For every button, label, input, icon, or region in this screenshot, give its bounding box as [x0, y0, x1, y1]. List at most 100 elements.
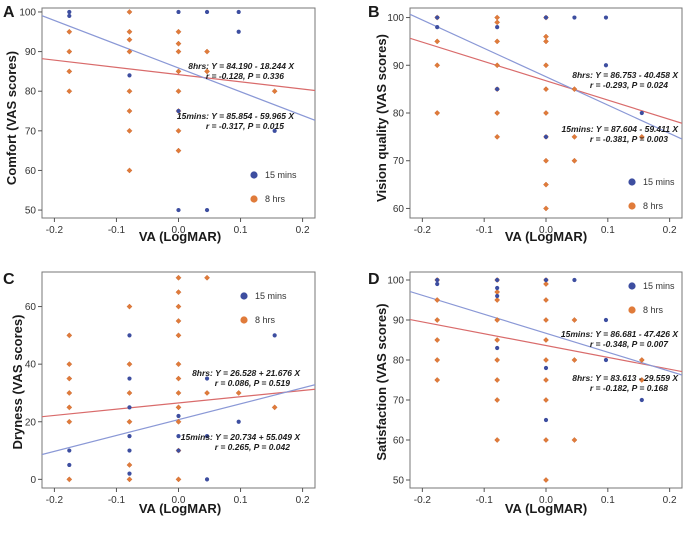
data-point-8hr — [175, 68, 182, 75]
data-point-8hr — [271, 404, 278, 411]
data-point-15min — [176, 9, 181, 15]
y-tick-label: 90 — [25, 47, 37, 58]
data-point-8hr — [126, 127, 133, 134]
data-point-15min — [272, 128, 277, 133]
data-point-15min — [639, 110, 644, 116]
data-point-8hr — [638, 377, 645, 383]
data-point-15min — [543, 134, 549, 139]
legend-marker-8hr — [628, 306, 636, 314]
x-tick-label: -0.1 — [476, 225, 494, 236]
data-point-8hr — [66, 375, 73, 382]
data-point-8hr — [175, 88, 182, 95]
data-point-8hr — [571, 357, 578, 363]
data-point-8hr — [175, 289, 182, 296]
y-tick-label: 100 — [19, 7, 36, 18]
data-point-15min — [639, 397, 644, 403]
data-point-15min — [495, 285, 500, 291]
fit-line-15min — [42, 15, 315, 121]
data-point-15min — [176, 413, 181, 419]
data-point-8hr — [204, 68, 210, 75]
data-point-8hr — [66, 88, 73, 95]
legend-label-15min: 15 mins — [265, 170, 297, 180]
x-tick-label: -0.2 — [46, 495, 64, 506]
panel-letter: C — [3, 271, 15, 288]
data-point-15min — [176, 434, 181, 439]
data-point-15min — [603, 357, 609, 363]
data-point-15min — [543, 417, 549, 423]
y-tick-label: 60 — [393, 436, 405, 447]
legend-label-8hr: 8 hrs — [643, 201, 664, 211]
x-tick-label: 0.0 — [172, 225, 186, 236]
data-point-15min — [67, 9, 72, 15]
data-point-8hr — [494, 38, 501, 45]
data-point-15min — [127, 448, 132, 453]
data-point-8hr — [175, 318, 182, 324]
data-point-8hr — [175, 332, 182, 339]
x-tick-label: 0.2 — [296, 225, 310, 236]
y-axis-label: Vision quality (VAS scores) — [374, 34, 389, 202]
legend-marker-15min — [628, 178, 636, 186]
y-axis-label: Dryness (VAS scores) — [10, 315, 25, 450]
data-point-8hr — [66, 68, 73, 75]
fit-stats-8hr: r = -0.182, P = 0.168 — [590, 383, 668, 393]
x-tick-label: 0.0 — [539, 225, 553, 236]
data-point-8hr — [494, 297, 501, 303]
x-tick-label: 0.0 — [539, 495, 553, 506]
data-point-15min — [127, 434, 132, 439]
legend-marker-15min — [628, 282, 636, 290]
x-tick-label: 0.1 — [601, 225, 615, 236]
data-point-8hr — [571, 437, 578, 443]
data-point-8hr — [126, 28, 133, 35]
y-tick-label: 70 — [393, 156, 405, 167]
y-tick-label: 90 — [393, 316, 405, 327]
data-point-15min — [495, 87, 500, 92]
y-tick-label: 80 — [393, 109, 405, 120]
data-point-15min — [127, 471, 132, 476]
data-point-8hr — [271, 88, 278, 95]
x-tick-label: -0.2 — [414, 495, 432, 506]
legend: 15 mins 8 hrs — [250, 170, 297, 204]
data-point-8hr — [494, 337, 501, 343]
data-point-8hr — [494, 437, 501, 443]
data-point-8hr — [638, 133, 645, 140]
data-point-8hr — [571, 157, 578, 164]
legend-marker-8hr — [240, 316, 248, 324]
data-point-8hr — [204, 48, 210, 55]
data-point-8hr — [126, 462, 133, 468]
data-point-15min — [543, 365, 549, 371]
x-tick-label: 0.0 — [172, 495, 186, 506]
fit-equation-15min: 15mins: Y = 20.734 + 55.049 X — [181, 432, 302, 442]
data-point-15min — [176, 108, 181, 114]
fit-stats-15min: r = -0.348, P = 0.007 — [590, 339, 669, 349]
y-tick-label: 50 — [393, 476, 405, 487]
data-point-8hr — [175, 48, 182, 55]
legend-label-8hr: 8 hrs — [265, 194, 286, 204]
data-point-15min — [67, 13, 72, 19]
fit-line-8hr — [410, 37, 682, 124]
data-point-8hr — [175, 404, 182, 411]
y-axis-label: Satisfaction (VAS scores) — [374, 303, 389, 460]
data-point-15min — [176, 448, 181, 453]
panel-a: A -0.2 -0.1 0.0 0.1 0.2 50 60 70 80 90 100 VA (LogMA… — [3, 4, 316, 244]
data-point-8hr — [126, 36, 133, 43]
data-point-8hr — [543, 377, 549, 383]
fit-stats-15min: r = -0.317, P = 0.015 — [206, 121, 284, 131]
data-point-8hr — [494, 19, 501, 26]
data-point-8hr — [434, 110, 441, 116]
x-axis-label: VA (LogMAR) — [505, 501, 587, 516]
data-point-15min — [127, 73, 132, 78]
data-point-8hr — [126, 361, 133, 368]
x-tick-label: -0.1 — [108, 225, 126, 236]
legend: 15 mins 8 hrs — [240, 291, 287, 325]
x-tick-label: 0.2 — [663, 225, 677, 236]
fit-stats-8hr: r = -0.293, P = 0.024 — [590, 80, 668, 90]
data-point-8hr — [543, 86, 549, 93]
data-point-8hr — [434, 357, 441, 363]
x-tick-label: 0.1 — [601, 495, 615, 506]
data-point-8hr — [204, 390, 210, 396]
y-tick-label: 20 — [25, 417, 37, 428]
data-point-8hr — [543, 281, 549, 287]
y-tick-label: 70 — [393, 396, 405, 407]
data-point-15min — [603, 317, 609, 323]
data-point-8hr — [543, 205, 549, 212]
